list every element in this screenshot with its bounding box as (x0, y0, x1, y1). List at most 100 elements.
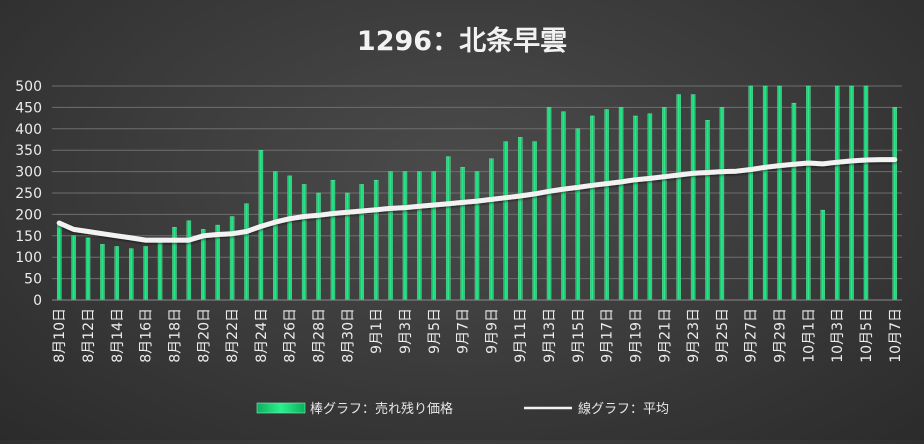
y-tick-label: 300 (15, 165, 42, 181)
bar (604, 109, 609, 301)
x-tick-label: 9月25日 (715, 308, 731, 363)
x-tick-label: 9月7日 (456, 308, 472, 354)
bar (330, 179, 336, 301)
bar (892, 107, 898, 301)
bar (518, 137, 523, 301)
bar (85, 237, 91, 301)
bar (474, 171, 480, 301)
x-tick-label: 8月24日 (254, 308, 270, 363)
bar (662, 107, 667, 301)
x-tick-label: 8月18日 (167, 308, 183, 363)
y-tick-label: 150 (15, 229, 42, 245)
bar (503, 141, 509, 301)
x-tick-label: 10月5日 (859, 308, 875, 363)
average-line (56, 157, 898, 243)
bar (316, 192, 321, 301)
bar (388, 171, 393, 301)
bar (373, 179, 379, 301)
x-tick-label: 9月21日 (657, 308, 673, 363)
bar (791, 102, 797, 301)
bar (273, 171, 278, 301)
bar (301, 184, 307, 301)
y-tick-label: 400 (15, 122, 42, 138)
y-axis: 0 50 100 150 200 250 300 350 400 450 500 (15, 79, 42, 309)
bar (561, 111, 566, 301)
y-tick-label: 450 (15, 100, 42, 116)
bar (633, 115, 638, 301)
x-tick-label: 10月7日 (888, 308, 904, 363)
x-tick-label: 8月28日 (312, 308, 328, 363)
bar (834, 85, 840, 301)
x-tick-label: 9月29日 (773, 308, 789, 363)
bar (489, 158, 494, 301)
bar (244, 203, 249, 301)
bar (71, 235, 76, 301)
bar (186, 220, 192, 301)
bar (431, 171, 436, 301)
bar (157, 239, 163, 301)
y-tick-label: 0 (33, 293, 42, 309)
bar (402, 171, 408, 301)
bar (618, 107, 624, 301)
legend-bar-label: 棒グラフ：売れ残り価格 (310, 401, 453, 417)
bar (445, 156, 451, 301)
bar (532, 141, 537, 301)
bar (546, 107, 552, 301)
bar (143, 246, 148, 301)
x-tick-label: 8月14日 (110, 308, 126, 363)
x-tick-label: 8月26日 (283, 308, 299, 363)
legend-line-label: 線グラフ：平均 (578, 401, 669, 417)
x-tick-label: 8月30日 (340, 308, 356, 363)
bar (345, 192, 350, 301)
bar (100, 244, 105, 301)
bar (806, 85, 811, 301)
bar (201, 229, 206, 301)
x-tick-label: 9月11日 (513, 308, 529, 363)
x-axis: 8月10日 8月12日 8月14日 8月16日 8月18日 8月20日 8月22日 8月24日… (52, 299, 904, 363)
bar-layer (56, 85, 898, 301)
x-tick-label: 9月19日 (628, 308, 644, 363)
x-tick-label: 9月5日 (427, 308, 443, 354)
x-tick-label: 9月3日 (398, 308, 414, 354)
bar (647, 113, 653, 301)
y-tick-label: 250 (15, 186, 42, 202)
bar (777, 85, 782, 301)
x-tick-label: 10月3日 (830, 308, 846, 363)
y-tick-label: 200 (15, 207, 42, 223)
bar (676, 94, 681, 301)
bar (229, 216, 235, 301)
bar (56, 224, 62, 301)
x-tick-label: 9月23日 (686, 308, 702, 363)
x-tick-label: 8月10日 (52, 308, 68, 363)
bar (114, 246, 120, 301)
bar (705, 120, 710, 301)
y-tick-label: 100 (15, 250, 42, 266)
bar (863, 85, 869, 301)
legend: 棒グラフ：売れ残り価格 線グラフ：平均 (256, 401, 669, 417)
bar (417, 171, 422, 301)
bar (359, 184, 364, 301)
x-tick-label: 8月16日 (139, 308, 155, 363)
x-tick-label: 9月13日 (542, 308, 558, 363)
x-tick-label: 9月27日 (744, 308, 760, 363)
bar (690, 94, 696, 301)
y-tick-label: 350 (15, 143, 42, 159)
chart-title: 1296：北条早雲 (357, 26, 567, 57)
y-tick-label: 50 (24, 272, 42, 288)
bar (719, 107, 725, 301)
x-tick-label: 8月22日 (225, 308, 241, 363)
bar (129, 248, 134, 301)
x-tick-label: 10月1日 (801, 308, 817, 363)
bar (748, 85, 753, 301)
x-tick-label: 9月9日 (484, 308, 500, 354)
bar (590, 115, 595, 301)
legend-bar-swatch (256, 402, 306, 414)
bar (820, 209, 825, 301)
x-tick-label: 8月12日 (81, 308, 97, 363)
x-tick-label: 9月1日 (369, 308, 385, 354)
x-tick-label: 9月15日 (571, 308, 587, 363)
bar (460, 167, 465, 301)
x-tick-label: 8月20日 (196, 308, 212, 363)
bar (849, 85, 854, 301)
